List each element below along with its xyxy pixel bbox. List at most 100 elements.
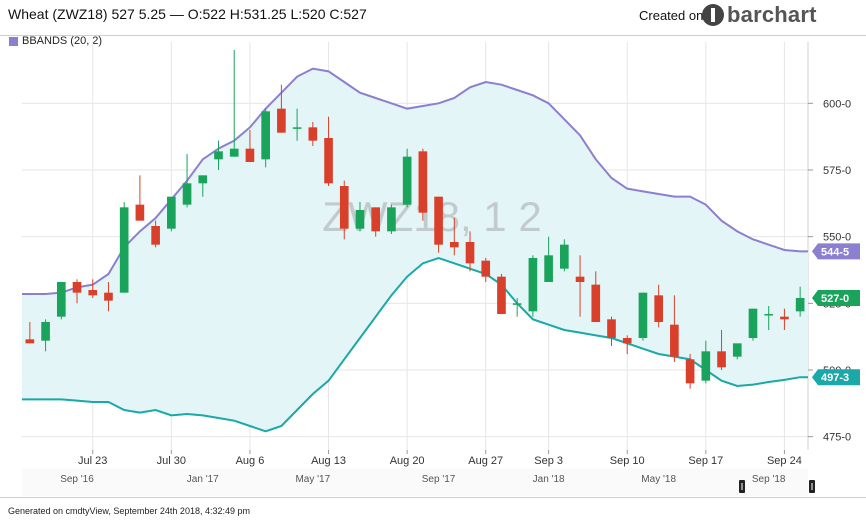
candle xyxy=(151,220,160,248)
candle-body xyxy=(701,351,711,381)
time-navigator[interactable]: Sep '16 Jan '17 May '17 Sep '17 Jan '18 May '… xyxy=(22,468,815,496)
candle xyxy=(88,279,98,298)
candle-body xyxy=(591,284,601,322)
last-value-marker-close: 527-0 xyxy=(812,290,860,306)
candle xyxy=(292,108,302,141)
candle-body xyxy=(214,151,223,160)
candle xyxy=(481,258,491,282)
legend-label: BBANDS (20, 2) xyxy=(22,35,103,47)
candle-body xyxy=(512,303,522,305)
candle xyxy=(560,239,569,272)
last-value-badge xyxy=(812,369,860,386)
y-tick-label: 600-0 xyxy=(823,98,851,110)
candle-body xyxy=(72,282,82,293)
last-value-badge xyxy=(812,290,860,306)
candle xyxy=(717,330,726,370)
candle-body xyxy=(198,175,208,184)
last-value-markers: 544-5 527-0 497-3 xyxy=(812,243,860,386)
candle-body xyxy=(41,322,50,341)
candle-body xyxy=(56,282,66,317)
candle-body xyxy=(371,207,381,232)
navigator-label: Jan '18 xyxy=(533,474,565,485)
candle xyxy=(371,207,381,237)
lower-band-line xyxy=(22,256,808,433)
navigator-label: Sep '18 xyxy=(752,474,786,485)
candle xyxy=(182,154,192,208)
last-value-badge xyxy=(812,243,860,260)
candle xyxy=(387,204,396,234)
barchart-logo-icon xyxy=(702,4,724,26)
candle-body xyxy=(182,183,192,205)
candle xyxy=(544,236,553,282)
candle xyxy=(324,116,333,186)
last-value-marker-lower: 497-3 xyxy=(812,369,860,386)
candle-body xyxy=(387,207,396,232)
last-value-label: 527-0 xyxy=(821,293,849,305)
barchart-logo[interactable]: barchart xyxy=(702,2,817,28)
candle xyxy=(780,308,789,330)
candle xyxy=(355,202,365,232)
candle xyxy=(56,282,66,320)
candle xyxy=(732,343,742,360)
x-axis: Jul 23 Jul 30 Aug 6 Aug 13 Aug 20 Aug 27 Sep 3… xyxy=(78,450,802,467)
candle-body xyxy=(560,244,569,269)
candle-body xyxy=(104,292,113,301)
candle-body xyxy=(308,127,318,141)
candle-body xyxy=(434,196,443,245)
y-tick-label: 475-0 xyxy=(823,432,851,444)
candle-body xyxy=(292,127,302,129)
created-on-label: Created on xyxy=(639,8,704,23)
y-tick-label: 550-0 xyxy=(823,232,851,244)
candle xyxy=(748,308,758,341)
candle-body xyxy=(654,295,663,322)
last-value-label: 497-3 xyxy=(821,372,849,384)
candle xyxy=(277,84,286,133)
candle-body xyxy=(465,242,475,264)
candle xyxy=(764,306,774,330)
navigator-track xyxy=(22,468,808,496)
candle-body xyxy=(402,156,412,205)
navigator-label: May '18 xyxy=(641,474,676,485)
candle xyxy=(512,298,522,317)
x-tick-label: Jul 23 xyxy=(78,455,107,467)
candle xyxy=(497,274,506,314)
candlesticks xyxy=(25,50,805,389)
candle-body xyxy=(607,319,616,338)
candle-body xyxy=(277,108,286,133)
candle xyxy=(229,50,239,157)
candle xyxy=(214,140,223,170)
candle xyxy=(434,196,443,253)
candle-body xyxy=(88,290,98,296)
candle xyxy=(607,316,616,346)
barchart-logo-text: barchart xyxy=(727,2,817,27)
x-tick-label: Sep 10 xyxy=(610,455,645,467)
candle-body xyxy=(670,324,679,357)
navigator-label: Jan '17 xyxy=(187,474,219,485)
instrument-title: Wheat (ZWZ18) 527 5.25 — O:522 H:531.25 … xyxy=(8,6,367,22)
candle xyxy=(654,284,663,328)
indicator-legend[interactable]: BBANDS (20, 2) xyxy=(9,35,102,47)
candle xyxy=(308,122,318,146)
x-tick-label: Sep 3 xyxy=(534,455,563,467)
candle xyxy=(575,255,585,317)
x-tick-label: Aug 20 xyxy=(390,455,425,467)
candle xyxy=(591,271,601,322)
candle-body xyxy=(481,260,491,277)
candle-body xyxy=(119,207,129,293)
candle xyxy=(339,180,349,240)
candle-body xyxy=(245,148,255,162)
candle xyxy=(795,286,805,317)
candle-body xyxy=(324,138,333,184)
candle-body xyxy=(135,204,145,221)
candle xyxy=(167,196,176,232)
candle-body xyxy=(151,226,160,245)
navigator-label: May '17 xyxy=(295,474,330,485)
candle xyxy=(245,130,255,162)
candle-body xyxy=(622,338,632,344)
candle-body xyxy=(748,308,758,338)
x-tick-label: Sep 24 xyxy=(767,455,802,467)
candle-body xyxy=(229,148,239,157)
candle-body xyxy=(418,151,428,213)
y-tick-label: 575-0 xyxy=(823,165,851,177)
